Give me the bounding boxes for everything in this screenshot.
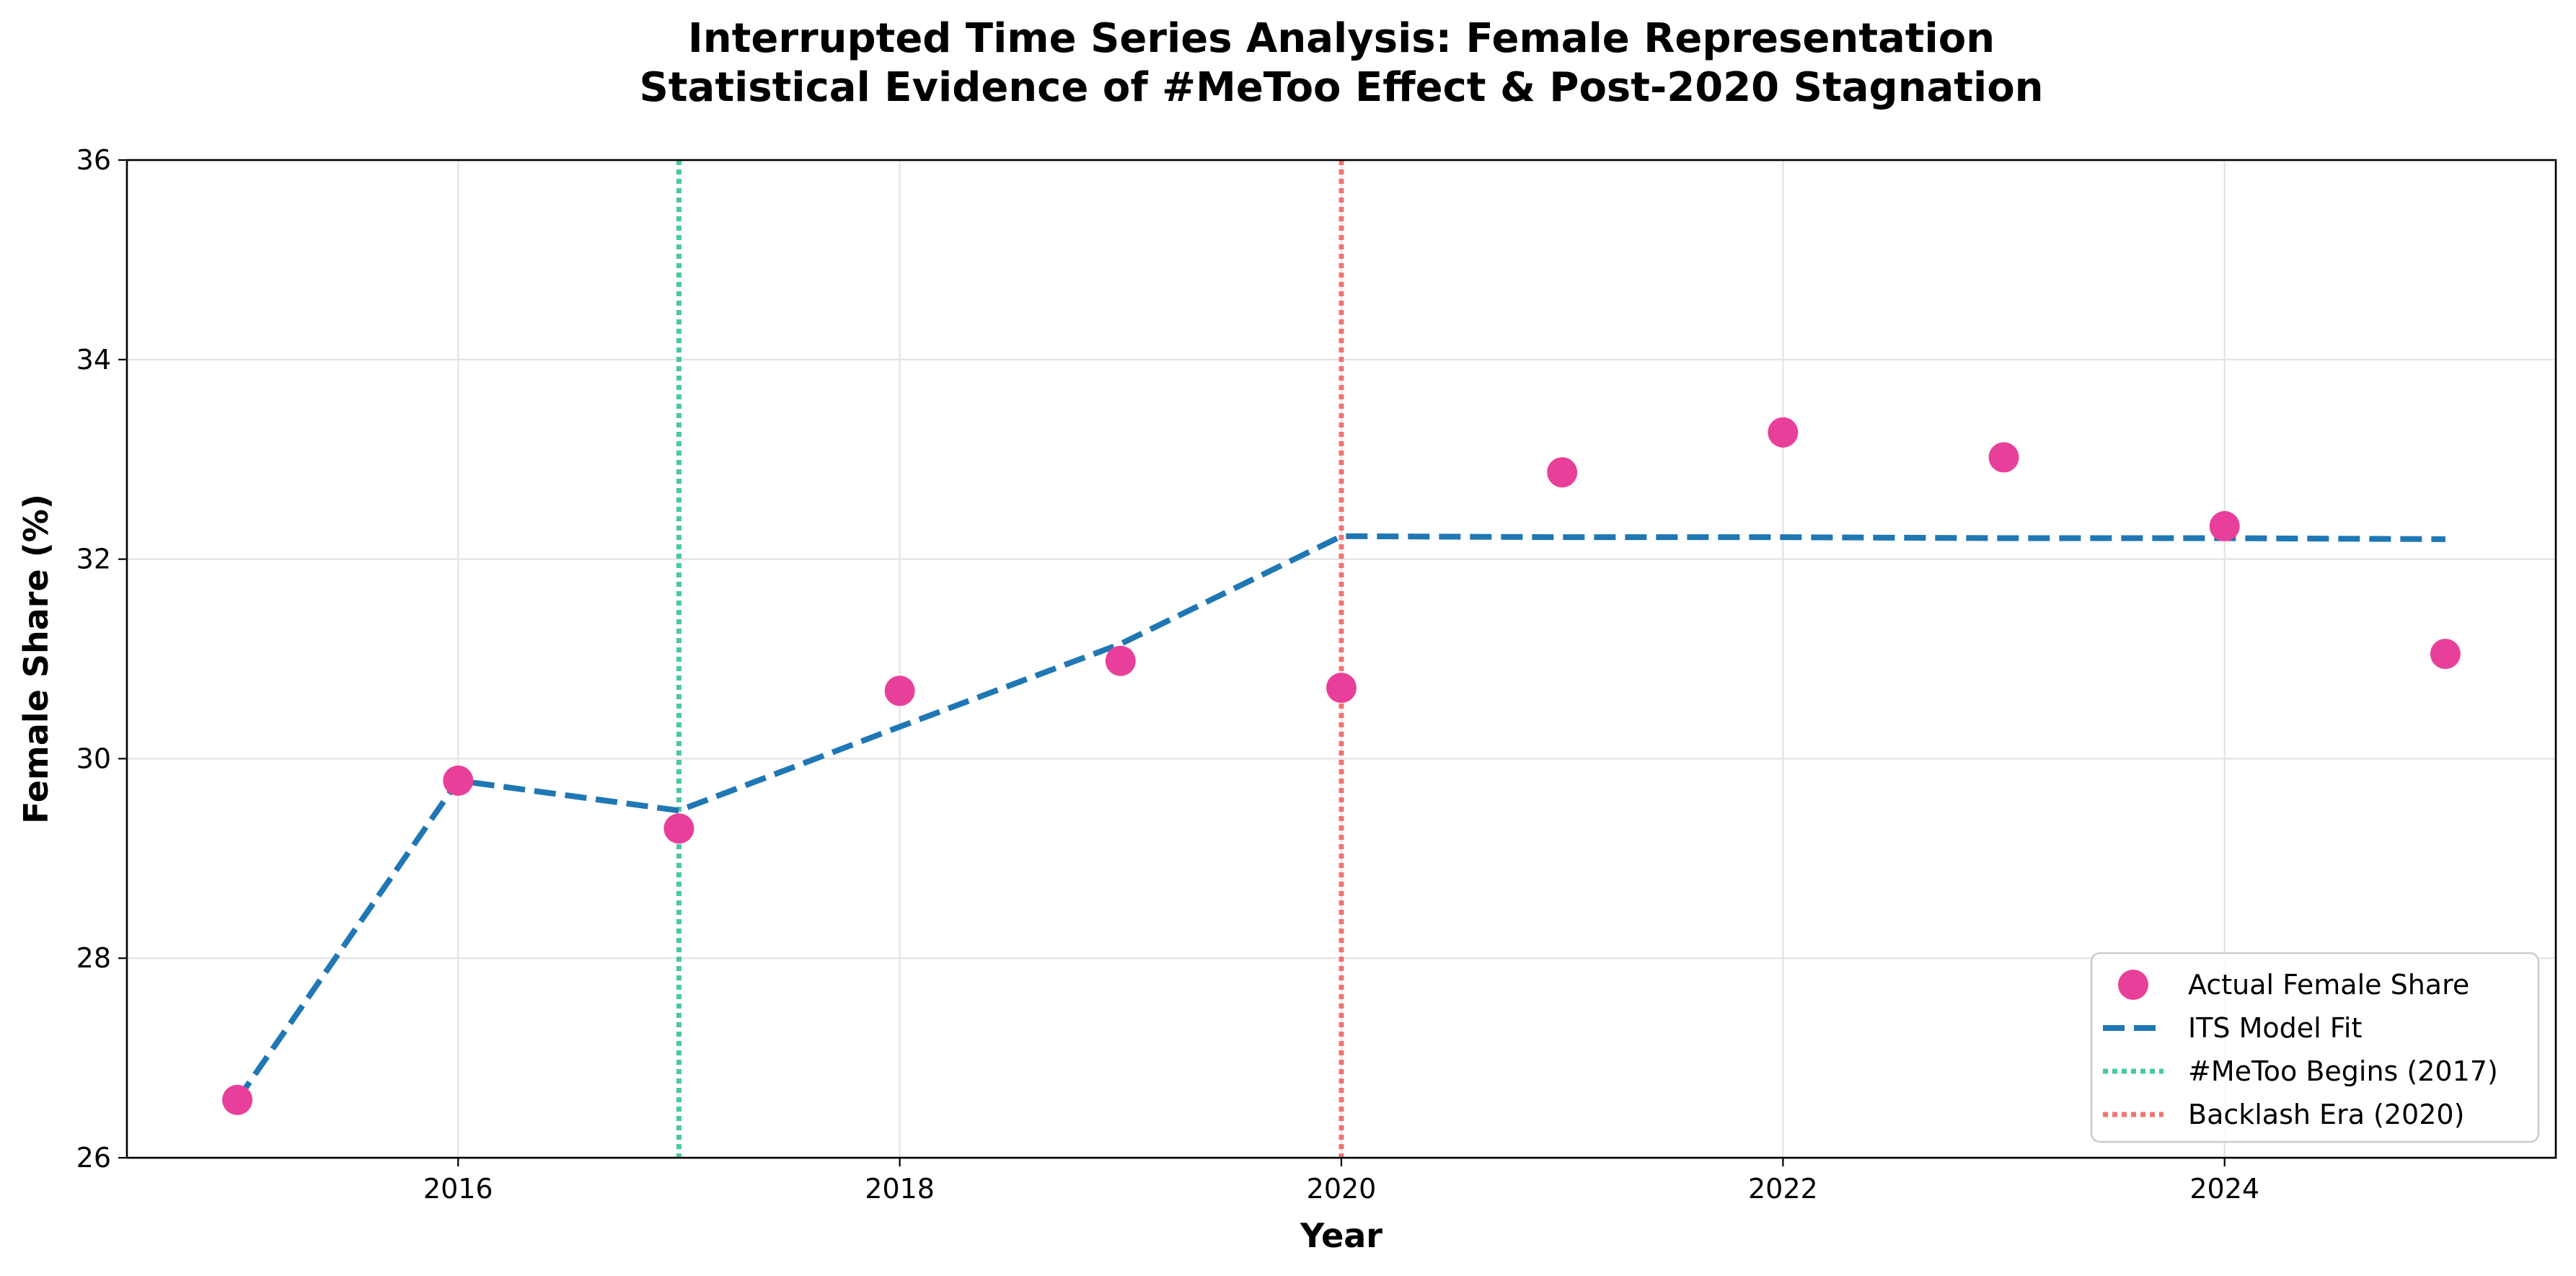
data-point: [1105, 645, 1136, 676]
data-point: [1326, 673, 1357, 704]
x-tick-label: 2018: [865, 1173, 935, 1205]
y-tick-label: 30: [76, 743, 111, 774]
chart-subtitle: Statistical Evidence of #MeToo Effect & …: [639, 64, 2043, 111]
legend-label: Backlash Era (2020): [2188, 1099, 2464, 1130]
data-point: [1547, 457, 1578, 488]
x-axis-label: Year: [1300, 1216, 1382, 1255]
data-point: [1988, 442, 2019, 473]
legend: Actual Female Share ITS Model Fit #MeToo B…: [2090, 952, 2540, 1143]
legend-marker: [2118, 970, 2148, 1000]
x-tick-label: 2016: [423, 1173, 493, 1205]
y-axis-label: Female Share (%): [17, 494, 56, 824]
y-axis-ticks: 26 28 30 32 34 36: [76, 144, 127, 1174]
data-point: [2430, 639, 2461, 670]
x-tick-label: 2024: [2189, 1173, 2259, 1205]
y-tick-label: 32: [76, 544, 111, 575]
data-point: [2209, 510, 2240, 541]
legend-box: [2090, 952, 2540, 1143]
y-tick-label: 28: [76, 942, 111, 974]
legend-label: #MeToo Begins (2017): [2188, 1055, 2498, 1087]
its-model-fit-line: [234, 533, 2445, 1102]
data-point: [1768, 417, 1799, 448]
legend-label: ITS Model Fit: [2188, 1012, 2362, 1044]
x-axis-ticks: 2016 2018 2020 2022 2024: [423, 1158, 2259, 1205]
data-point: [443, 765, 474, 796]
x-tick-label: 2022: [1748, 1173, 1818, 1205]
y-tick-label: 26: [76, 1142, 111, 1174]
data-point: [663, 813, 694, 844]
chart-title: Interrupted Time Series Analysis: Female…: [688, 15, 1995, 62]
y-tick-label: 34: [76, 344, 111, 376]
reference-lines: [676, 160, 1344, 1158]
series-layer: [222, 417, 2461, 1115]
data-point: [884, 675, 915, 706]
legend-label: Actual Female Share: [2188, 969, 2469, 1001]
data-point: [222, 1084, 253, 1115]
y-tick-label: 36: [76, 144, 111, 176]
x-tick-label: 2020: [1307, 1173, 1377, 1205]
